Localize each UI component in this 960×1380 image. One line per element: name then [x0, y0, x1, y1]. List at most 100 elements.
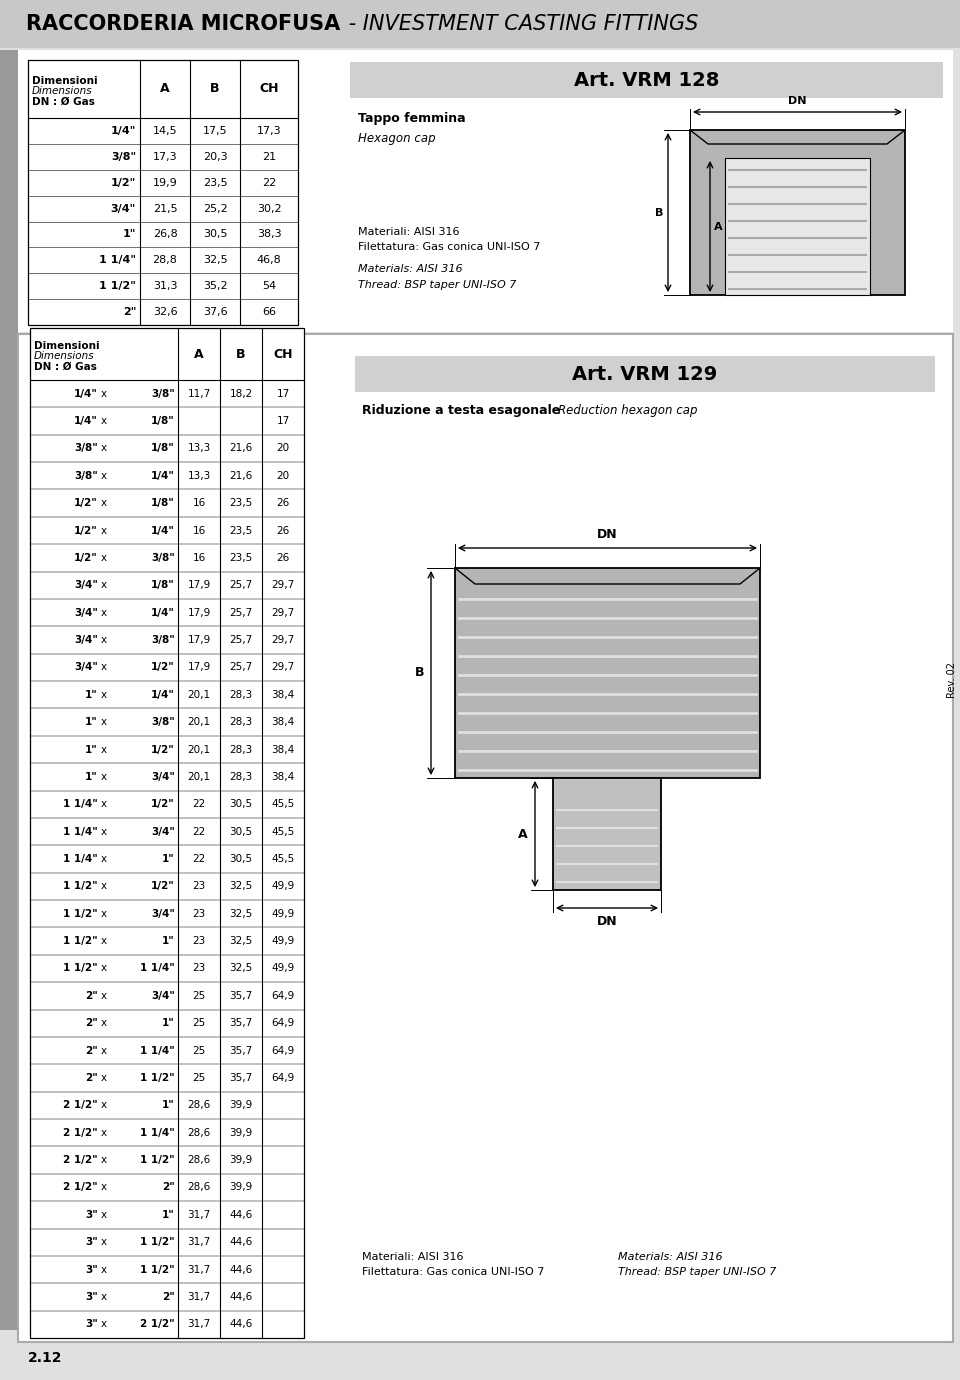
- Text: 1/2": 1/2": [152, 662, 175, 672]
- Text: 17,3: 17,3: [153, 152, 178, 161]
- Text: 2": 2": [123, 308, 136, 317]
- Text: Dimensions: Dimensions: [32, 86, 92, 97]
- Text: 2": 2": [162, 1292, 175, 1301]
- Text: 25,7: 25,7: [229, 662, 252, 672]
- Text: 28,8: 28,8: [153, 255, 178, 265]
- Text: 25: 25: [192, 1046, 205, 1056]
- Text: 44,6: 44,6: [229, 1319, 252, 1329]
- Text: Materiali: AISI 316: Materiali: AISI 316: [358, 226, 460, 237]
- Text: x: x: [101, 498, 108, 508]
- Text: 1": 1": [85, 690, 98, 700]
- Text: Dimensioni: Dimensioni: [32, 76, 98, 86]
- Text: 28,6: 28,6: [187, 1183, 210, 1192]
- Text: 3": 3": [85, 1210, 98, 1220]
- Text: Dimensioni: Dimensioni: [34, 341, 100, 351]
- Text: 39,9: 39,9: [229, 1183, 252, 1192]
- Text: 30,5: 30,5: [229, 827, 252, 836]
- Text: x: x: [101, 1210, 108, 1220]
- Text: 11,7: 11,7: [187, 389, 210, 399]
- Text: 22: 22: [192, 854, 205, 864]
- Text: x: x: [101, 607, 108, 618]
- Text: 1": 1": [162, 1210, 175, 1220]
- Text: 2 1/2": 2 1/2": [63, 1127, 98, 1137]
- Text: 31,3: 31,3: [153, 282, 178, 291]
- Text: 1/2": 1/2": [110, 178, 136, 188]
- Text: x: x: [101, 389, 108, 399]
- Text: 31,7: 31,7: [187, 1319, 210, 1329]
- Text: 32,5: 32,5: [203, 255, 228, 265]
- Text: 29,7: 29,7: [272, 607, 295, 618]
- Text: 21,6: 21,6: [229, 443, 252, 454]
- Text: 3/4": 3/4": [151, 909, 175, 919]
- Text: 22: 22: [262, 178, 276, 188]
- Text: 35,7: 35,7: [229, 1046, 252, 1056]
- Text: 13,3: 13,3: [187, 443, 210, 454]
- Text: - INVESTMENT CASTING FITTINGS: - INVESTMENT CASTING FITTINGS: [342, 14, 698, 34]
- Text: 25,7: 25,7: [229, 580, 252, 591]
- Text: 18,2: 18,2: [229, 389, 252, 399]
- Text: 20: 20: [276, 471, 290, 480]
- Text: 14,5: 14,5: [153, 126, 178, 137]
- Text: Thread: BSP taper UNI-ISO 7: Thread: BSP taper UNI-ISO 7: [618, 1267, 777, 1277]
- Text: 16: 16: [192, 498, 205, 508]
- Text: 35,7: 35,7: [229, 1074, 252, 1083]
- Text: 1": 1": [162, 1018, 175, 1028]
- Text: Reduction hexagon cap: Reduction hexagon cap: [558, 404, 698, 417]
- Text: B: B: [655, 207, 663, 218]
- Text: 64,9: 64,9: [272, 1074, 295, 1083]
- Text: 25: 25: [192, 991, 205, 1000]
- Text: DN: DN: [597, 915, 617, 927]
- Text: 66: 66: [262, 308, 276, 317]
- Text: 31,7: 31,7: [187, 1238, 210, 1248]
- Text: 1": 1": [85, 745, 98, 755]
- Text: Art. VRM 129: Art. VRM 129: [572, 364, 718, 384]
- Text: 1/8": 1/8": [152, 415, 175, 426]
- Text: 54: 54: [262, 282, 276, 291]
- Text: DN : Ø Gas: DN : Ø Gas: [34, 362, 97, 373]
- Text: 25,7: 25,7: [229, 635, 252, 644]
- Text: 20,1: 20,1: [187, 718, 210, 727]
- Text: 1": 1": [162, 854, 175, 864]
- Text: 22: 22: [192, 799, 205, 809]
- Text: 20,3: 20,3: [203, 152, 228, 161]
- Text: 1/8": 1/8": [152, 580, 175, 591]
- Text: 17,9: 17,9: [187, 580, 210, 591]
- Text: 3/8": 3/8": [74, 443, 98, 454]
- Text: 13,3: 13,3: [187, 471, 210, 480]
- Bar: [0, 0, 960, 48]
- Text: 1 1/4": 1 1/4": [140, 1046, 175, 1056]
- Text: x: x: [101, 827, 108, 836]
- Text: 3/8": 3/8": [152, 389, 175, 399]
- Bar: [18, 334, 953, 1341]
- Text: 45,5: 45,5: [272, 854, 295, 864]
- Text: x: x: [101, 1238, 108, 1248]
- Text: A: A: [160, 83, 170, 95]
- Text: 1/2": 1/2": [152, 745, 175, 755]
- Text: 1 1/2": 1 1/2": [63, 882, 98, 891]
- Text: 32,5: 32,5: [229, 909, 252, 919]
- Text: 29,7: 29,7: [272, 580, 295, 591]
- Text: 26: 26: [276, 498, 290, 508]
- Text: 28,6: 28,6: [187, 1127, 210, 1137]
- Text: 2 1/2": 2 1/2": [63, 1100, 98, 1111]
- Text: 28,6: 28,6: [187, 1100, 210, 1111]
- Text: x: x: [101, 553, 108, 563]
- Text: 29,7: 29,7: [272, 635, 295, 644]
- Text: x: x: [101, 718, 108, 727]
- Text: x: x: [101, 662, 108, 672]
- Text: 23: 23: [192, 963, 205, 973]
- Text: x: x: [101, 1155, 108, 1165]
- Bar: [553, 778, 661, 890]
- Bar: [725, 157, 870, 295]
- Text: 49,9: 49,9: [272, 882, 295, 891]
- Text: 1 1/2": 1 1/2": [140, 1238, 175, 1248]
- Text: 25: 25: [192, 1074, 205, 1083]
- Text: 1 1/4": 1 1/4": [99, 255, 136, 265]
- Text: x: x: [101, 1018, 108, 1028]
- Text: DN: DN: [597, 529, 618, 541]
- Text: 38,4: 38,4: [272, 718, 295, 727]
- Text: x: x: [101, 771, 108, 782]
- Text: 1 1/2": 1 1/2": [99, 282, 136, 291]
- Text: 28,3: 28,3: [229, 718, 252, 727]
- Text: 3/4": 3/4": [151, 827, 175, 836]
